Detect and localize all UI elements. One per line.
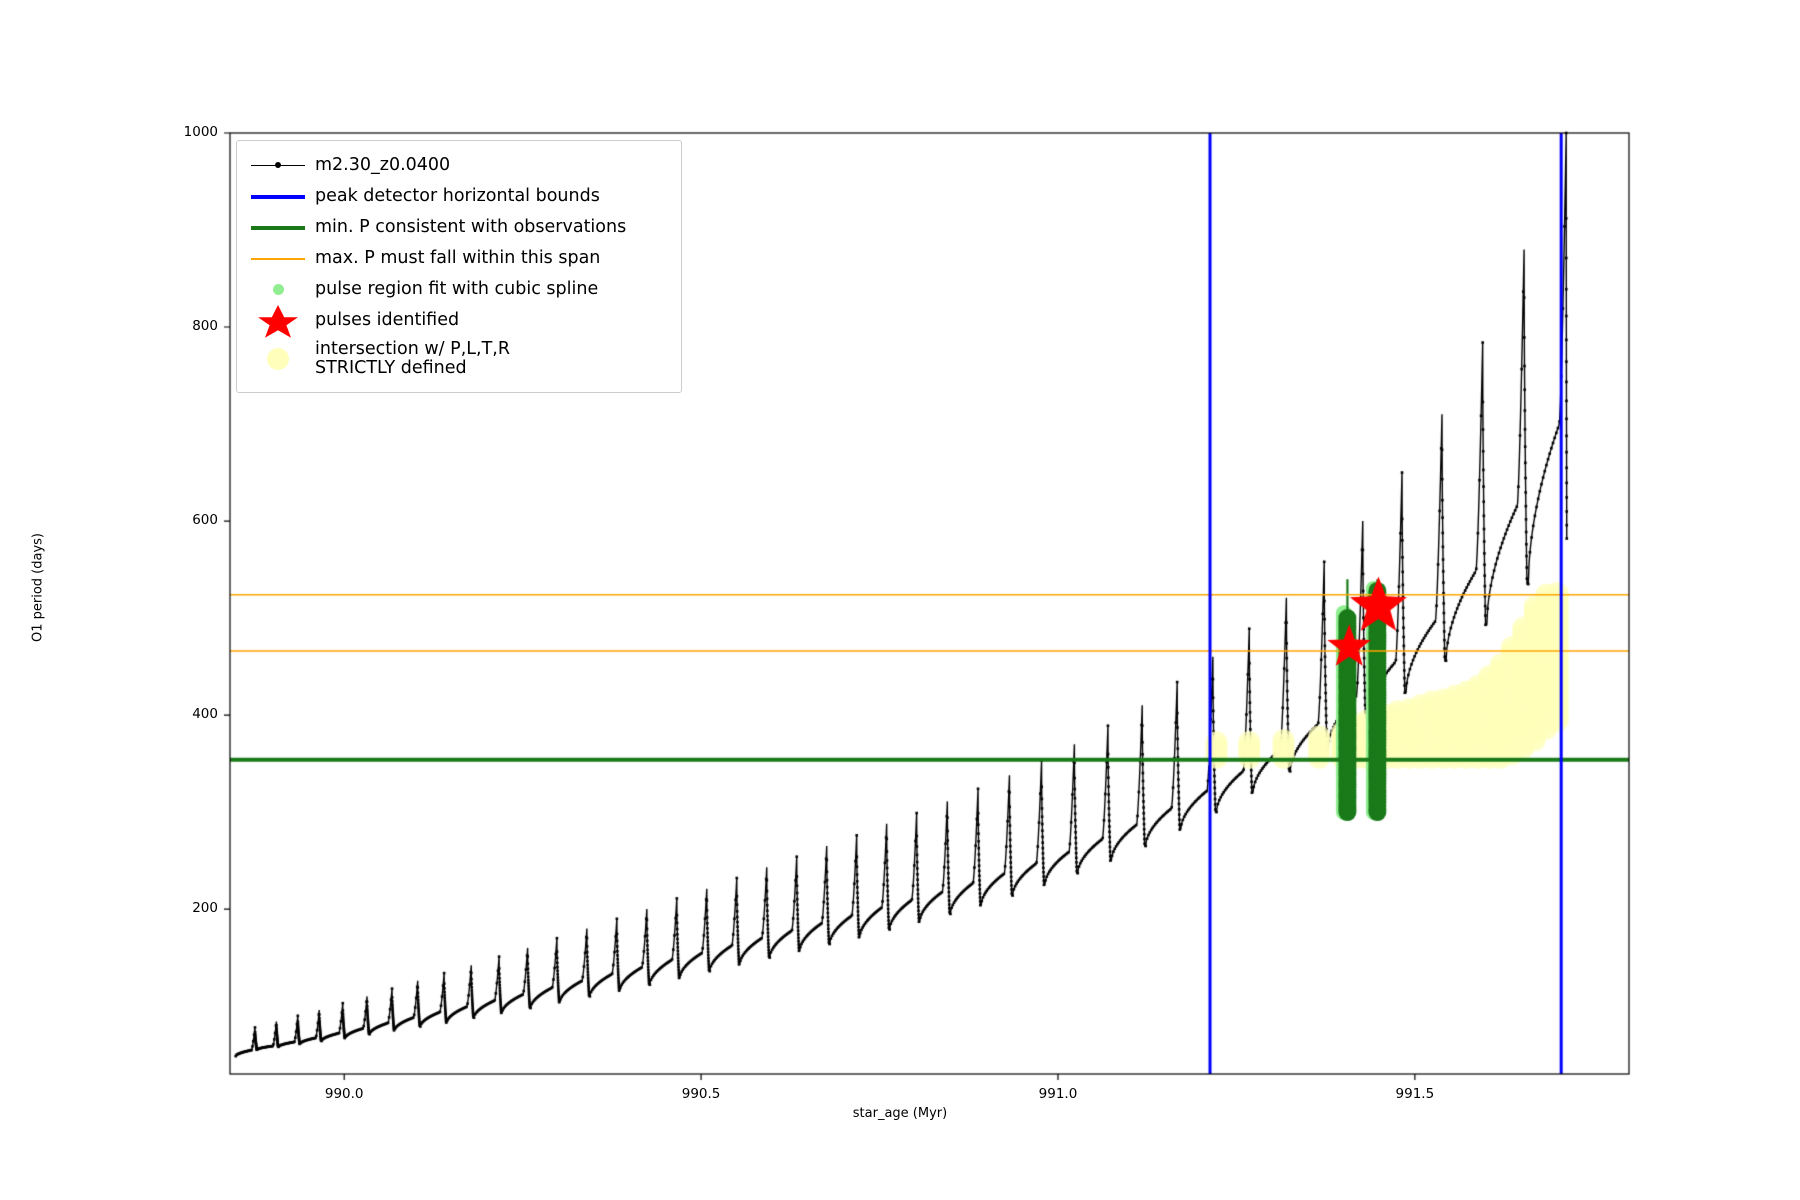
y-tick-label: 600 bbox=[192, 512, 218, 529]
legend-yellow-dot-icon bbox=[247, 346, 309, 372]
legend-line-marker-icon bbox=[247, 153, 309, 179]
y-tick-label: 400 bbox=[192, 706, 218, 723]
x-axis-label: star_age (Myr) bbox=[852, 1106, 948, 1121]
legend-thin-line-icon bbox=[247, 246, 309, 272]
x-tick-label: 990.0 bbox=[324, 1086, 364, 1102]
legend-entry-label: peak detector horizontal bounds bbox=[315, 185, 600, 206]
y-tick-label: 800 bbox=[192, 318, 218, 335]
legend-entry: max. P must fall within this span bbox=[247, 243, 671, 274]
legend-entry-label: pulse region fit with cubic spline bbox=[315, 278, 599, 299]
legend-entry-label: intersection w/ P,L,T,R STRICTLY defined bbox=[315, 339, 510, 378]
y-tick-label: 1000 bbox=[183, 124, 218, 140]
legend-entry-label: m2.30_z0.0400 bbox=[315, 154, 451, 175]
x-tick-label: 991.5 bbox=[1395, 1086, 1435, 1102]
legend-entry-label: pulses identified bbox=[315, 309, 460, 330]
legend-entry: m2.30_z0.0400 bbox=[247, 150, 671, 181]
legend-entry: intersection w/ P,L,T,R STRICTLY defined bbox=[247, 336, 671, 382]
legend-green-dot-icon bbox=[247, 277, 309, 303]
legend-entry: min. P consistent with observations bbox=[247, 212, 671, 243]
y-axis-label: O1 period (days) bbox=[30, 533, 46, 643]
legend-thick-line-icon bbox=[247, 184, 309, 210]
x-tick-label: 990.5 bbox=[681, 1086, 721, 1102]
legend-entry: pulses identified bbox=[247, 304, 671, 338]
x-tick-label: 991.0 bbox=[1038, 1086, 1078, 1102]
legend-entry: peak detector horizontal bounds bbox=[247, 181, 671, 212]
legend-entry: pulse region fit with cubic spline bbox=[247, 274, 671, 305]
y-tick-label: 200 bbox=[192, 900, 218, 917]
legend-star-icon bbox=[247, 304, 309, 338]
legend-thick-line-icon bbox=[247, 215, 309, 241]
legend-entry-label: min. P consistent with observations bbox=[315, 216, 627, 237]
legend-entry-label: max. P must fall within this span bbox=[315, 247, 601, 268]
